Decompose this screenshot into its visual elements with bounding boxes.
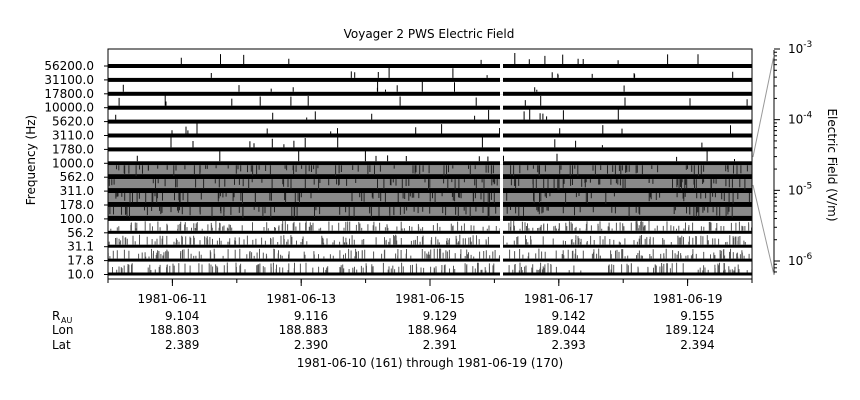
frequency-tick-label: 100.0 bbox=[60, 212, 94, 226]
x-axis: 1981-06-11 1981-06-13 1981-06-15 1981-06-17… bbox=[107, 279, 753, 306]
ephemeris-value: 189.124 bbox=[665, 323, 715, 337]
x-tick-label: 1981-06-19 bbox=[653, 292, 723, 306]
frequency-tick-label: 562.0 bbox=[60, 170, 94, 184]
colorbar: 10-3 10-4 10-5 10-6 bbox=[752, 40, 813, 276]
x-tick-label: 1981-06-13 bbox=[266, 292, 336, 306]
frequency-tick-label: 5620.0 bbox=[52, 115, 94, 129]
colorbar-tick-label: 10-3 bbox=[788, 40, 812, 56]
colorbar-tick-label: 10-5 bbox=[788, 181, 812, 197]
channel-row bbox=[108, 108, 752, 124]
ephemeris-value: 188.883 bbox=[279, 323, 329, 337]
ephemeris-row-label: R bbox=[52, 309, 60, 323]
frequency-tick-label: 17.8 bbox=[67, 254, 94, 268]
colorbar-label: Electric Field (V/m) bbox=[825, 108, 839, 221]
frequency-tick-label: 10000.0 bbox=[44, 101, 94, 115]
channel-row bbox=[108, 205, 752, 221]
channel-row bbox=[108, 94, 752, 110]
frequency-tick-label: 10.0 bbox=[67, 268, 94, 282]
frequency-tick-label: 1780.0 bbox=[52, 142, 94, 156]
frequency-tick-label: 31100.0 bbox=[44, 73, 94, 87]
ephemeris-value: 9.129 bbox=[423, 309, 457, 323]
ephemeris-value: 188.803 bbox=[150, 323, 200, 337]
frequency-tick-label: 17800.0 bbox=[44, 87, 94, 101]
frequency-tick-label: 56.2 bbox=[67, 226, 94, 240]
ephemeris-row-sublabel: AU bbox=[61, 316, 72, 325]
frequency-tick-label: 3110.0 bbox=[52, 129, 94, 143]
chart-title: Voyager 2 PWS Electric Field bbox=[344, 27, 515, 41]
ephemeris-value: 2.394 bbox=[680, 338, 714, 352]
colorbar-connector bbox=[752, 54, 775, 158]
ephemeris-row-label: Lat bbox=[52, 338, 71, 352]
frequency-tick-label: 31.1 bbox=[67, 240, 94, 254]
ephemeris-value: 9.104 bbox=[165, 309, 199, 323]
frequency-tick-label: 56200.0 bbox=[44, 59, 94, 73]
channel-row bbox=[108, 192, 752, 207]
ephemeris-value: 2.389 bbox=[165, 338, 199, 352]
y-axis-label: Frequency (Hz) bbox=[24, 115, 38, 206]
ephemeris-value: 9.155 bbox=[680, 309, 714, 323]
colorbar-connector bbox=[752, 184, 775, 276]
ephemeris-table: R AU 9.104 9.116 9.129 9.142 9.155 Lon 188.803 18… bbox=[52, 309, 715, 352]
frequency-tick-labels: 56200.031100.017800.010000.05620.03110.0… bbox=[44, 59, 108, 282]
channel-row bbox=[108, 122, 752, 138]
ephemeris-value: 9.116 bbox=[294, 309, 328, 323]
channel-row bbox=[108, 261, 753, 276]
colorbar-tick-label: 10-4 bbox=[788, 111, 813, 127]
channel-row bbox=[108, 66, 752, 82]
x-tick-label: 1981-06-11 bbox=[138, 292, 208, 306]
ephemeris-row-label: Lon bbox=[52, 323, 73, 337]
frequency-tick-label: 1000.0 bbox=[52, 156, 94, 170]
channel-row bbox=[108, 80, 752, 96]
ephemeris-value: 2.391 bbox=[423, 338, 457, 352]
frequency-tick-label: 178.0 bbox=[60, 198, 94, 212]
channel-row bbox=[108, 136, 752, 152]
ephemeris-value: 9.142 bbox=[551, 309, 585, 323]
x-tick-label: 1981-06-15 bbox=[395, 292, 465, 306]
ephemeris-value: 188.964 bbox=[407, 323, 457, 337]
colorbar-tick-label: 10-6 bbox=[788, 252, 813, 268]
channel-row bbox=[108, 53, 752, 68]
channel-row bbox=[108, 178, 752, 194]
x-axis-label: 1981-06-10 (161) through 1981-06-19 (170… bbox=[297, 356, 563, 370]
channel-row bbox=[108, 150, 752, 166]
ephemeris-value: 2.393 bbox=[551, 338, 585, 352]
frequency-tick-label: 311.0 bbox=[60, 184, 94, 198]
channel-rows bbox=[107, 53, 753, 276]
channel-row bbox=[108, 233, 752, 248]
ephemeris-value: 2.390 bbox=[294, 338, 328, 352]
channel-row bbox=[108, 219, 752, 234]
ephemeris-value: 189.044 bbox=[536, 323, 586, 337]
channel-row bbox=[107, 247, 752, 262]
channel-row bbox=[108, 164, 752, 180]
x-tick-label: 1981-06-17 bbox=[524, 292, 594, 306]
